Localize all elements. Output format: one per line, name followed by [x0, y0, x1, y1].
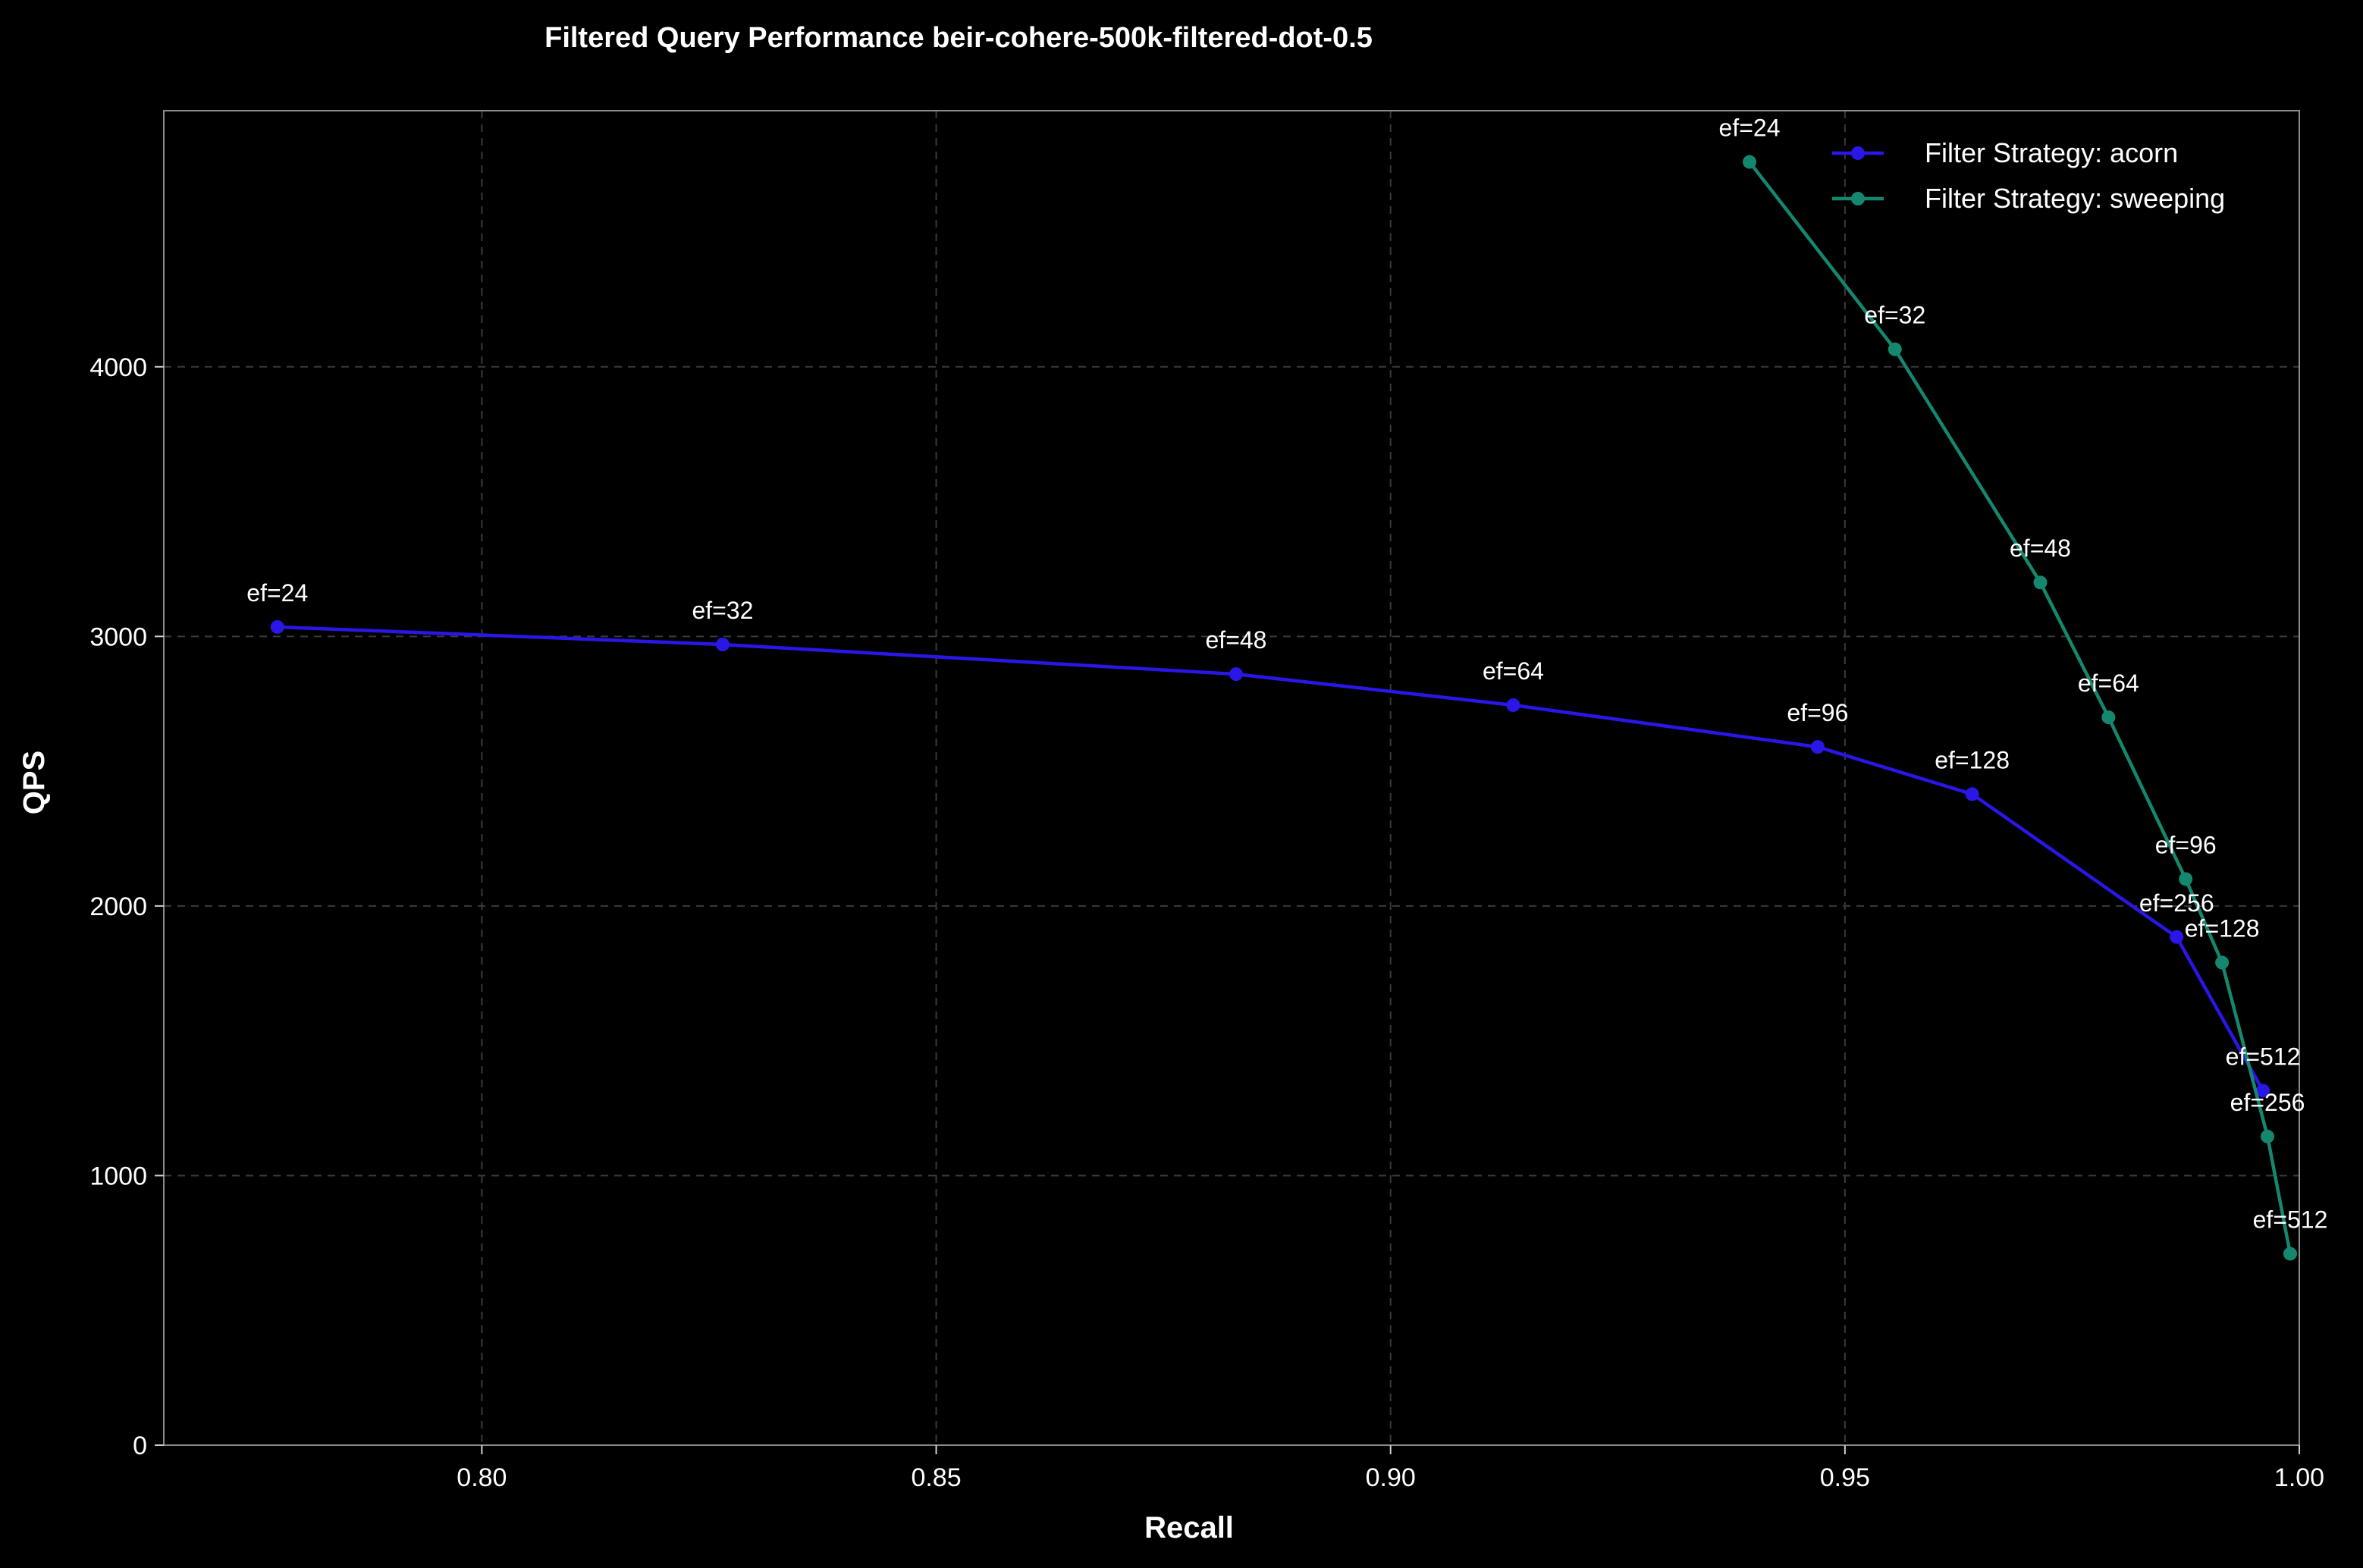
point-label-acorn: ef=64	[1483, 657, 1544, 685]
point-label-sweeping: ef=512	[2253, 1206, 2328, 1234]
point-label-acorn: ef=24	[246, 579, 308, 607]
data-point-acorn	[1965, 787, 1979, 801]
legend: Filter Strategy: acorn Filter Strategy: s…	[1832, 137, 2225, 214]
data-point-acorn	[2256, 1083, 2270, 1098]
axes: 0.80 0.85 0.90 0.95 1.00 0 1000 2000 3000 4000	[89, 110, 2324, 1492]
legend-label-acorn: Filter Strategy: acorn	[1925, 137, 2178, 168]
data-point-acorn	[1229, 667, 1243, 682]
point-label-acorn: ef=128	[1935, 746, 2010, 773]
legend-label-sweeping: Filter Strategy: sweeping	[1925, 183, 2225, 214]
data-point-sweeping	[2033, 575, 2048, 590]
chart-title: Filtered Query Performance beir-cohere-5…	[544, 22, 1373, 54]
point-label-sweeping: ef=96	[2155, 831, 2217, 858]
x-tick-label: 1.00	[2274, 1463, 2324, 1492]
point-label-sweeping: ef=24	[1719, 114, 1781, 142]
data-point-acorn	[1810, 740, 1825, 754]
data-point-acorn	[715, 638, 730, 651]
y-tick-label: 2000	[89, 892, 147, 921]
y-tick-label: 1000	[89, 1162, 147, 1190]
legend-item-acorn: Filter Strategy: acorn	[1832, 137, 2178, 168]
data-point-sweeping	[1743, 155, 1757, 169]
data-point-acorn	[1506, 698, 1520, 712]
y-axis-label: QPS	[17, 751, 51, 814]
point-label-sweeping: ef=128	[2185, 915, 2260, 942]
data-point-sweeping	[2261, 1129, 2275, 1143]
series-acorn	[270, 619, 2270, 1098]
x-tick-label: 0.80	[457, 1463, 507, 1492]
data-point-sweeping	[2215, 955, 2230, 970]
x-tick-label: 0.90	[1366, 1463, 1416, 1492]
legend-marker-sweeping	[1851, 192, 1865, 205]
y-tick-label: 4000	[89, 353, 147, 382]
x-axis-label: Recall	[1144, 1511, 1234, 1544]
y-tick-label: 3000	[89, 622, 147, 651]
legend-marker-acorn	[1851, 146, 1865, 160]
data-point-sweeping	[2101, 710, 2116, 724]
data-point-sweeping	[1888, 342, 1902, 356]
point-label-acorn: ef=256	[2139, 889, 2214, 917]
point-label-sweeping: ef=48	[2010, 535, 2071, 562]
point-label-sweeping: ef=32	[1864, 302, 1925, 329]
point-label-acorn: ef=512	[2226, 1043, 2301, 1070]
series-line-acorn	[277, 625, 2265, 1092]
x-tick-label: 0.85	[911, 1463, 961, 1492]
annotations: ef=24ef=32ef=48ef=64ef=96ef=128ef=256ef=…	[246, 114, 2327, 1234]
series-layer	[270, 155, 2298, 1261]
data-point-acorn	[2170, 930, 2184, 944]
y-tick-label: 0	[133, 1432, 147, 1460]
data-point-acorn	[270, 619, 284, 634]
point-label-acorn: ef=32	[692, 597, 753, 624]
point-label-acorn: ef=96	[1787, 699, 1848, 726]
data-point-sweeping	[2179, 872, 2193, 886]
series-sweeping	[1743, 155, 2298, 1261]
series-line-sweeping	[1748, 161, 2292, 1255]
data-point-sweeping	[2283, 1247, 2298, 1261]
point-label-sweeping: ef=256	[2230, 1089, 2305, 1116]
plot-frame	[163, 110, 2300, 1446]
legend-item-sweeping: Filter Strategy: sweeping	[1832, 183, 2225, 214]
point-label-acorn: ef=48	[1206, 626, 1267, 654]
x-tick-label: 0.95	[1820, 1463, 1870, 1492]
point-label-sweeping: ef=64	[2078, 670, 2139, 697]
